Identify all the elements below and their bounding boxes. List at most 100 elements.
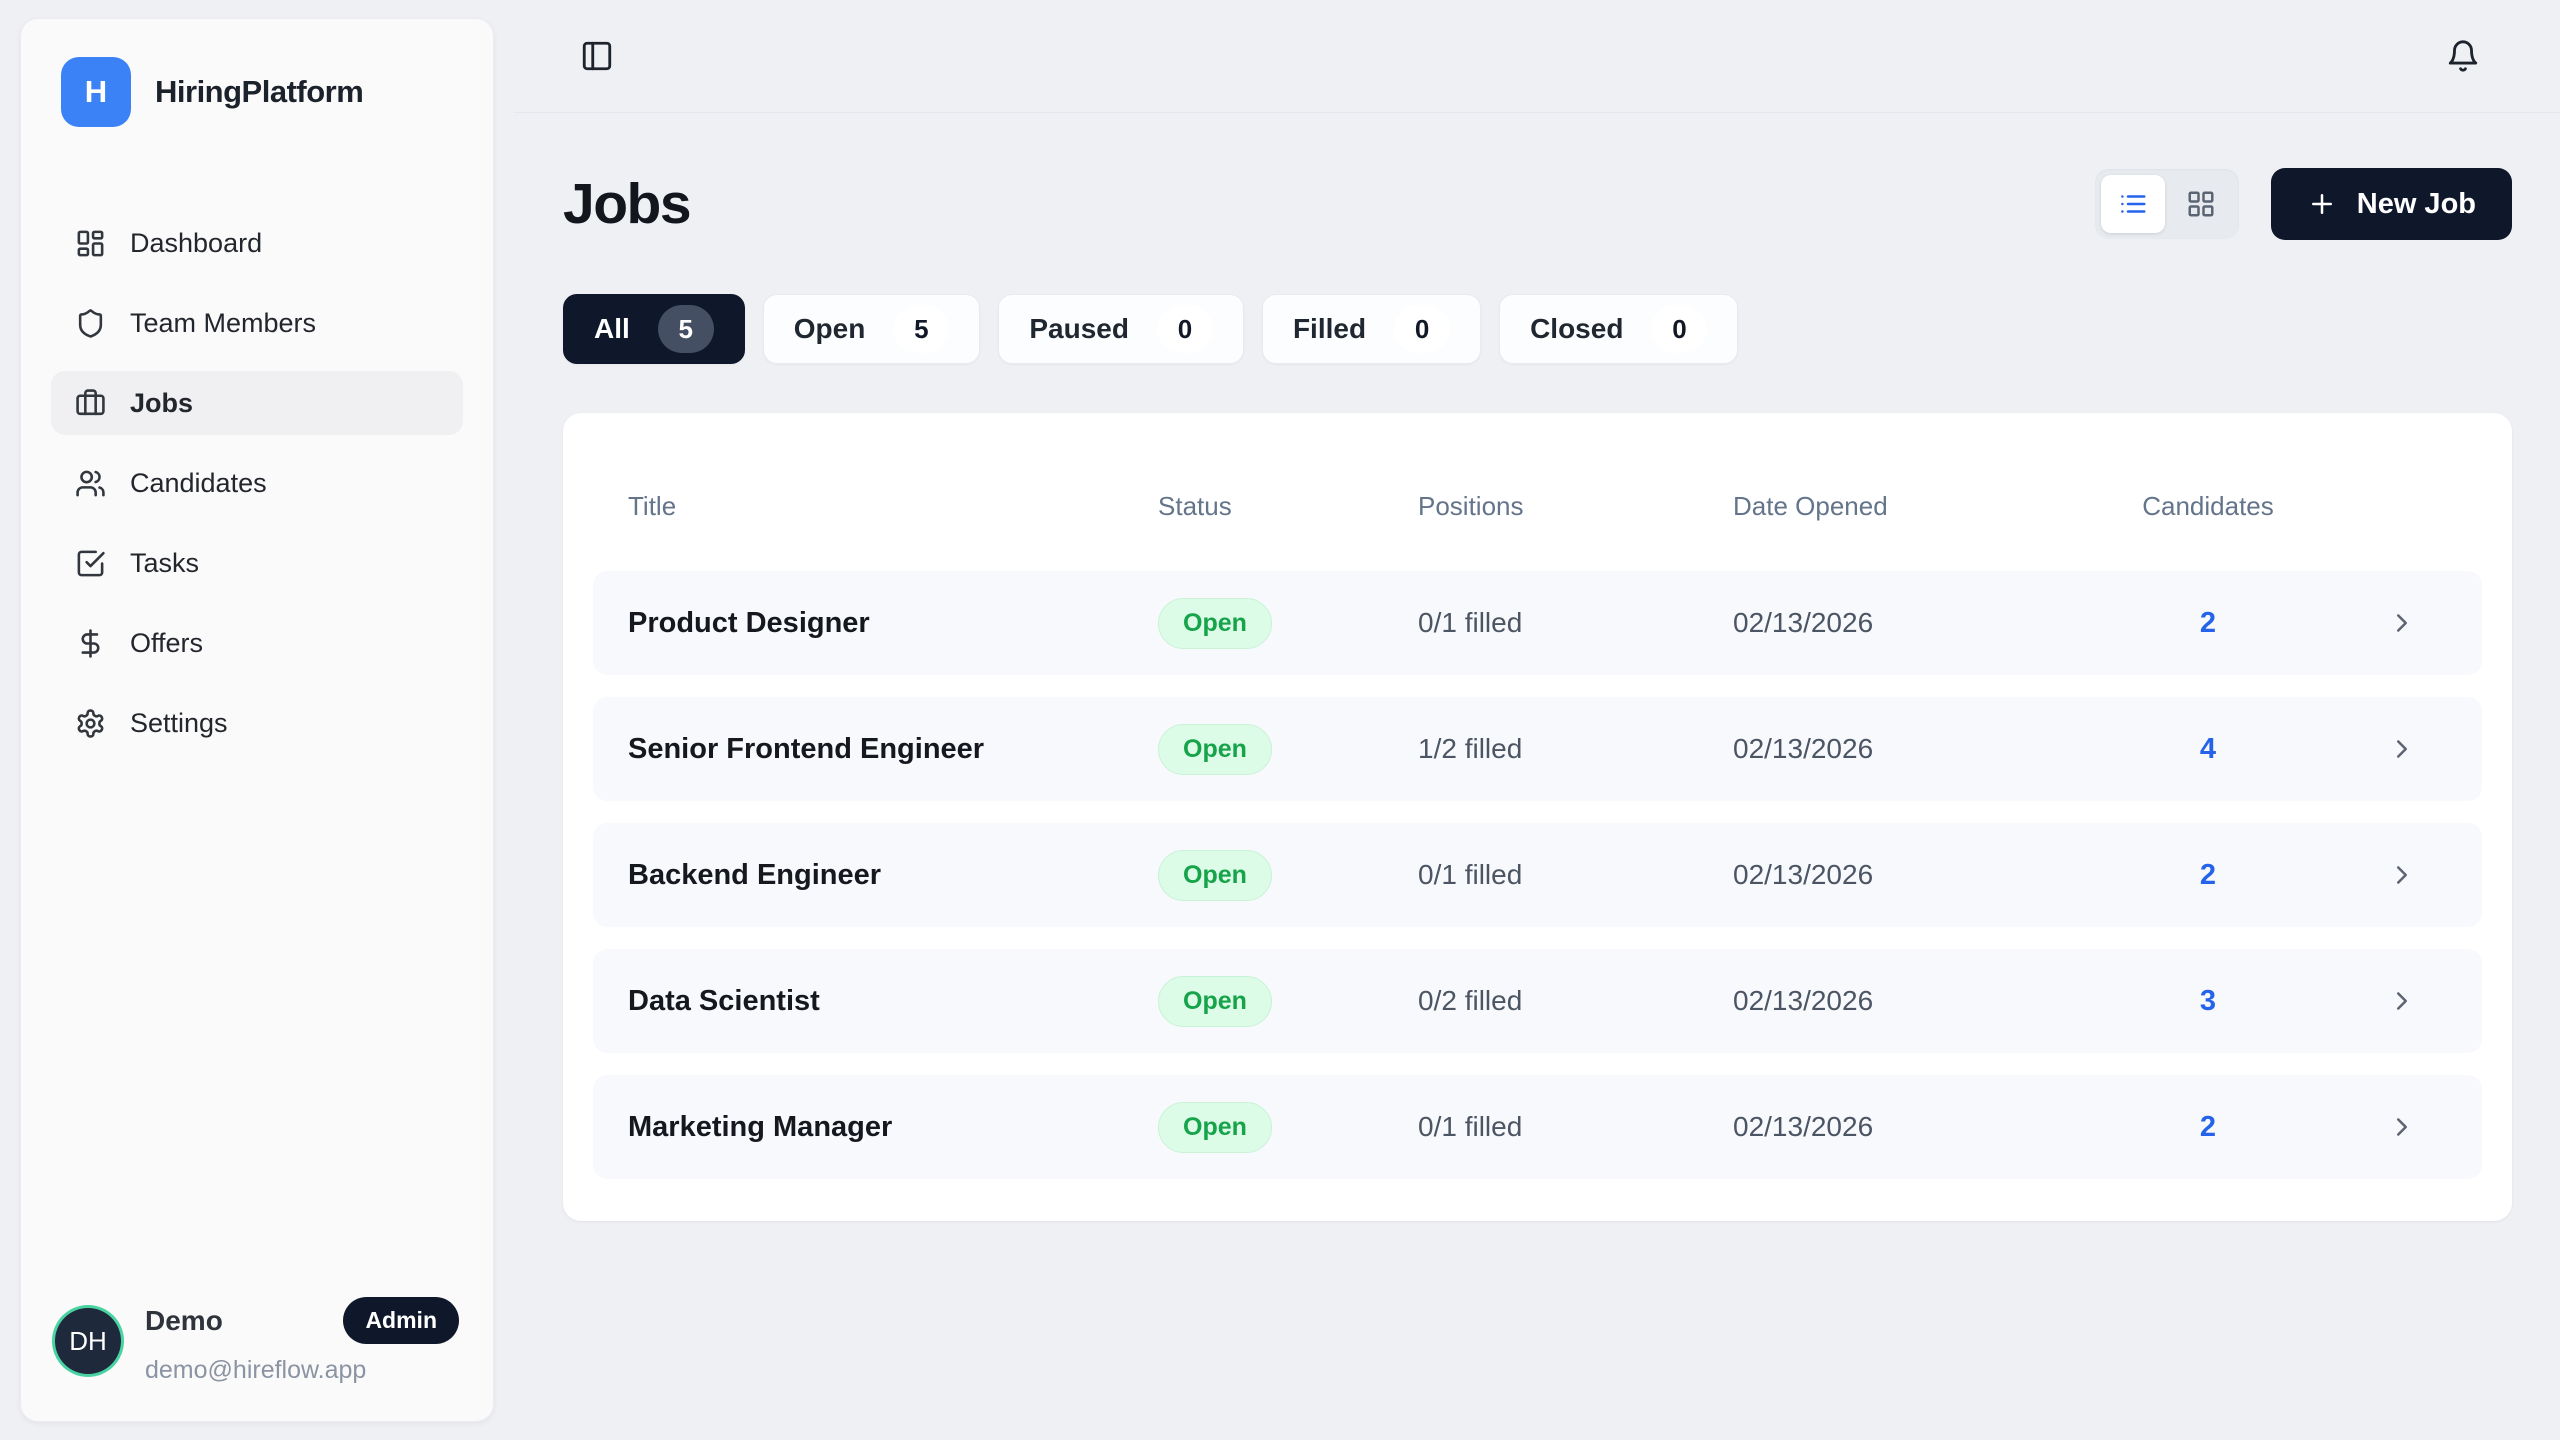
bell-icon: [2446, 39, 2480, 73]
candidates-count-link[interactable]: 4: [2199, 732, 2217, 765]
sidebar-item-settings[interactable]: Settings: [51, 691, 463, 755]
user-name: Demo: [145, 1304, 223, 1336]
plus-icon: [2307, 189, 2337, 219]
view-toggle: [2094, 169, 2239, 239]
status-badge: Open: [1158, 597, 1272, 649]
filter-tab-label: Paused: [1029, 313, 1129, 344]
job-title: Backend Engineer: [628, 858, 882, 891]
filter-tab-all[interactable]: All 5: [563, 294, 745, 364]
table-header-row: Title Status Positions Date Opened Candi…: [593, 441, 2482, 571]
content: Jobs New Job All 5 Open: [514, 113, 2560, 1221]
filter-tab-count: 0: [1651, 305, 1708, 353]
candidates-count-link[interactable]: 3: [2199, 984, 2217, 1017]
app-title: HiringPlatform: [155, 74, 364, 109]
dashboard-icon: [75, 228, 106, 259]
main-area: Jobs New Job All 5 Open: [514, 0, 2560, 1440]
grid-icon: [2186, 189, 2216, 219]
row-chevron[interactable]: [2387, 1112, 2417, 1142]
date-opened-cell: 02/13/2026: [1733, 607, 1874, 638]
sidebar-item-label: Settings: [130, 707, 228, 738]
positions-cell: 0/1 filled: [1418, 1111, 1523, 1142]
notifications-button[interactable]: [2440, 33, 2486, 79]
filter-tabs: All 5 Open 5 Paused 0 Filled 0 Closed 0: [563, 294, 2512, 364]
header-actions: New Job: [2094, 168, 2512, 240]
filter-tab-closed[interactable]: Closed 0: [1499, 294, 1739, 364]
row-chevron[interactable]: [2387, 860, 2417, 890]
date-opened-cell: 02/13/2026: [1733, 1111, 1874, 1142]
role-badge: Admin: [343, 1297, 459, 1344]
table-row[interactable]: Marketing Manager Open 0/1 filled 02/13/…: [593, 1075, 2482, 1179]
panel-left-icon: [580, 39, 614, 73]
filter-tab-label: All: [594, 313, 630, 344]
user-email: demo@hireflow.app: [145, 1356, 367, 1384]
filter-tab-open[interactable]: Open 5: [762, 294, 981, 364]
column-header-candidates: Candidates: [2142, 490, 2274, 521]
filter-tab-count: 5: [893, 305, 950, 353]
sidebar-item-label: Candidates: [130, 467, 267, 498]
candidates-count-link[interactable]: 2: [2199, 606, 2217, 639]
filter-tab-label: Filled: [1292, 313, 1367, 344]
sidebar: H HiringPlatform Dashboard Team Members …: [20, 18, 494, 1422]
positions-cell: 0/1 filled: [1418, 607, 1523, 638]
avatar-initials: DH: [69, 1325, 107, 1356]
filter-tab-label: Closed: [1530, 313, 1624, 344]
table-body: Product Designer Open 0/1 filled 02/13/2…: [593, 571, 2482, 1179]
row-chevron[interactable]: [2387, 608, 2417, 638]
sidebar-item-jobs[interactable]: Jobs: [51, 371, 463, 435]
grid-view-button[interactable]: [2169, 175, 2233, 233]
filter-tab-filled[interactable]: Filled 0: [1261, 294, 1482, 364]
new-job-label: New Job: [2356, 187, 2476, 220]
app-logo-letter: H: [84, 74, 108, 109]
positions-cell: 1/2 filled: [1418, 733, 1523, 764]
user-card[interactable]: DH Demo Admin demo@hireflow.app: [51, 1297, 463, 1385]
filter-tab-paused[interactable]: Paused 0: [998, 294, 1244, 364]
shield-icon: [75, 308, 106, 339]
row-chevron[interactable]: [2387, 986, 2417, 1016]
sidebar-item-label: Team Members: [130, 307, 317, 338]
status-badge: Open: [1158, 1101, 1272, 1153]
sidebar-item-candidates[interactable]: Candidates: [51, 451, 463, 515]
table-row[interactable]: Data Scientist Open 0/2 filled 02/13/202…: [593, 949, 2482, 1053]
sidebar-nav: Dashboard Team Members Jobs Candidates T…: [51, 211, 463, 771]
candidates-count-link[interactable]: 2: [2199, 1110, 2217, 1143]
new-job-button[interactable]: New Job: [2270, 168, 2512, 240]
column-header-date-opened: Date Opened: [1733, 490, 1888, 521]
status-badge: Open: [1158, 723, 1272, 775]
status-badge: Open: [1158, 849, 1272, 901]
sidebar-item-label: Offers: [130, 627, 204, 658]
sidebar-item-team-members[interactable]: Team Members: [51, 291, 463, 355]
date-opened-cell: 02/13/2026: [1733, 859, 1874, 890]
square-check-icon: [75, 548, 106, 579]
positions-cell: 0/1 filled: [1418, 859, 1523, 890]
chevron-right-icon: [2387, 608, 2417, 638]
table-row[interactable]: Product Designer Open 0/1 filled 02/13/2…: [593, 571, 2482, 675]
table-row[interactable]: Backend Engineer Open 0/1 filled 02/13/2…: [593, 823, 2482, 927]
positions-cell: 0/2 filled: [1418, 985, 1523, 1016]
chevron-right-icon: [2387, 1112, 2417, 1142]
sidebar-toggle-button[interactable]: [574, 33, 620, 79]
user-info: Demo Admin demo@hireflow.app: [145, 1297, 459, 1385]
sidebar-item-label: Tasks: [130, 547, 200, 578]
table-row[interactable]: Senior Frontend Engineer Open 1/2 filled…: [593, 697, 2482, 801]
sidebar-item-label: Dashboard: [130, 227, 263, 258]
column-header-positions: Positions: [1418, 490, 1524, 521]
candidates-count-link[interactable]: 2: [2199, 858, 2217, 891]
row-chevron[interactable]: [2387, 734, 2417, 764]
gear-icon: [75, 708, 106, 739]
briefcase-icon: [75, 388, 106, 419]
sidebar-item-offers[interactable]: Offers: [51, 611, 463, 675]
filter-tab-label: Open: [793, 313, 866, 344]
job-title: Product Designer: [628, 606, 870, 639]
date-opened-cell: 02/13/2026: [1733, 985, 1874, 1016]
sidebar-item-label: Jobs: [130, 387, 194, 418]
users-icon: [75, 468, 106, 499]
filter-tab-count: 5: [657, 305, 714, 353]
job-title: Senior Frontend Engineer: [628, 732, 985, 765]
sidebar-item-dashboard[interactable]: Dashboard: [51, 211, 463, 275]
avatar: DH: [55, 1308, 121, 1374]
list-view-button[interactable]: [2100, 175, 2165, 233]
brand: H HiringPlatform: [51, 57, 463, 127]
sidebar-item-tasks[interactable]: Tasks: [51, 531, 463, 595]
filter-tab-count: 0: [1156, 305, 1213, 353]
date-opened-cell: 02/13/2026: [1733, 733, 1874, 764]
